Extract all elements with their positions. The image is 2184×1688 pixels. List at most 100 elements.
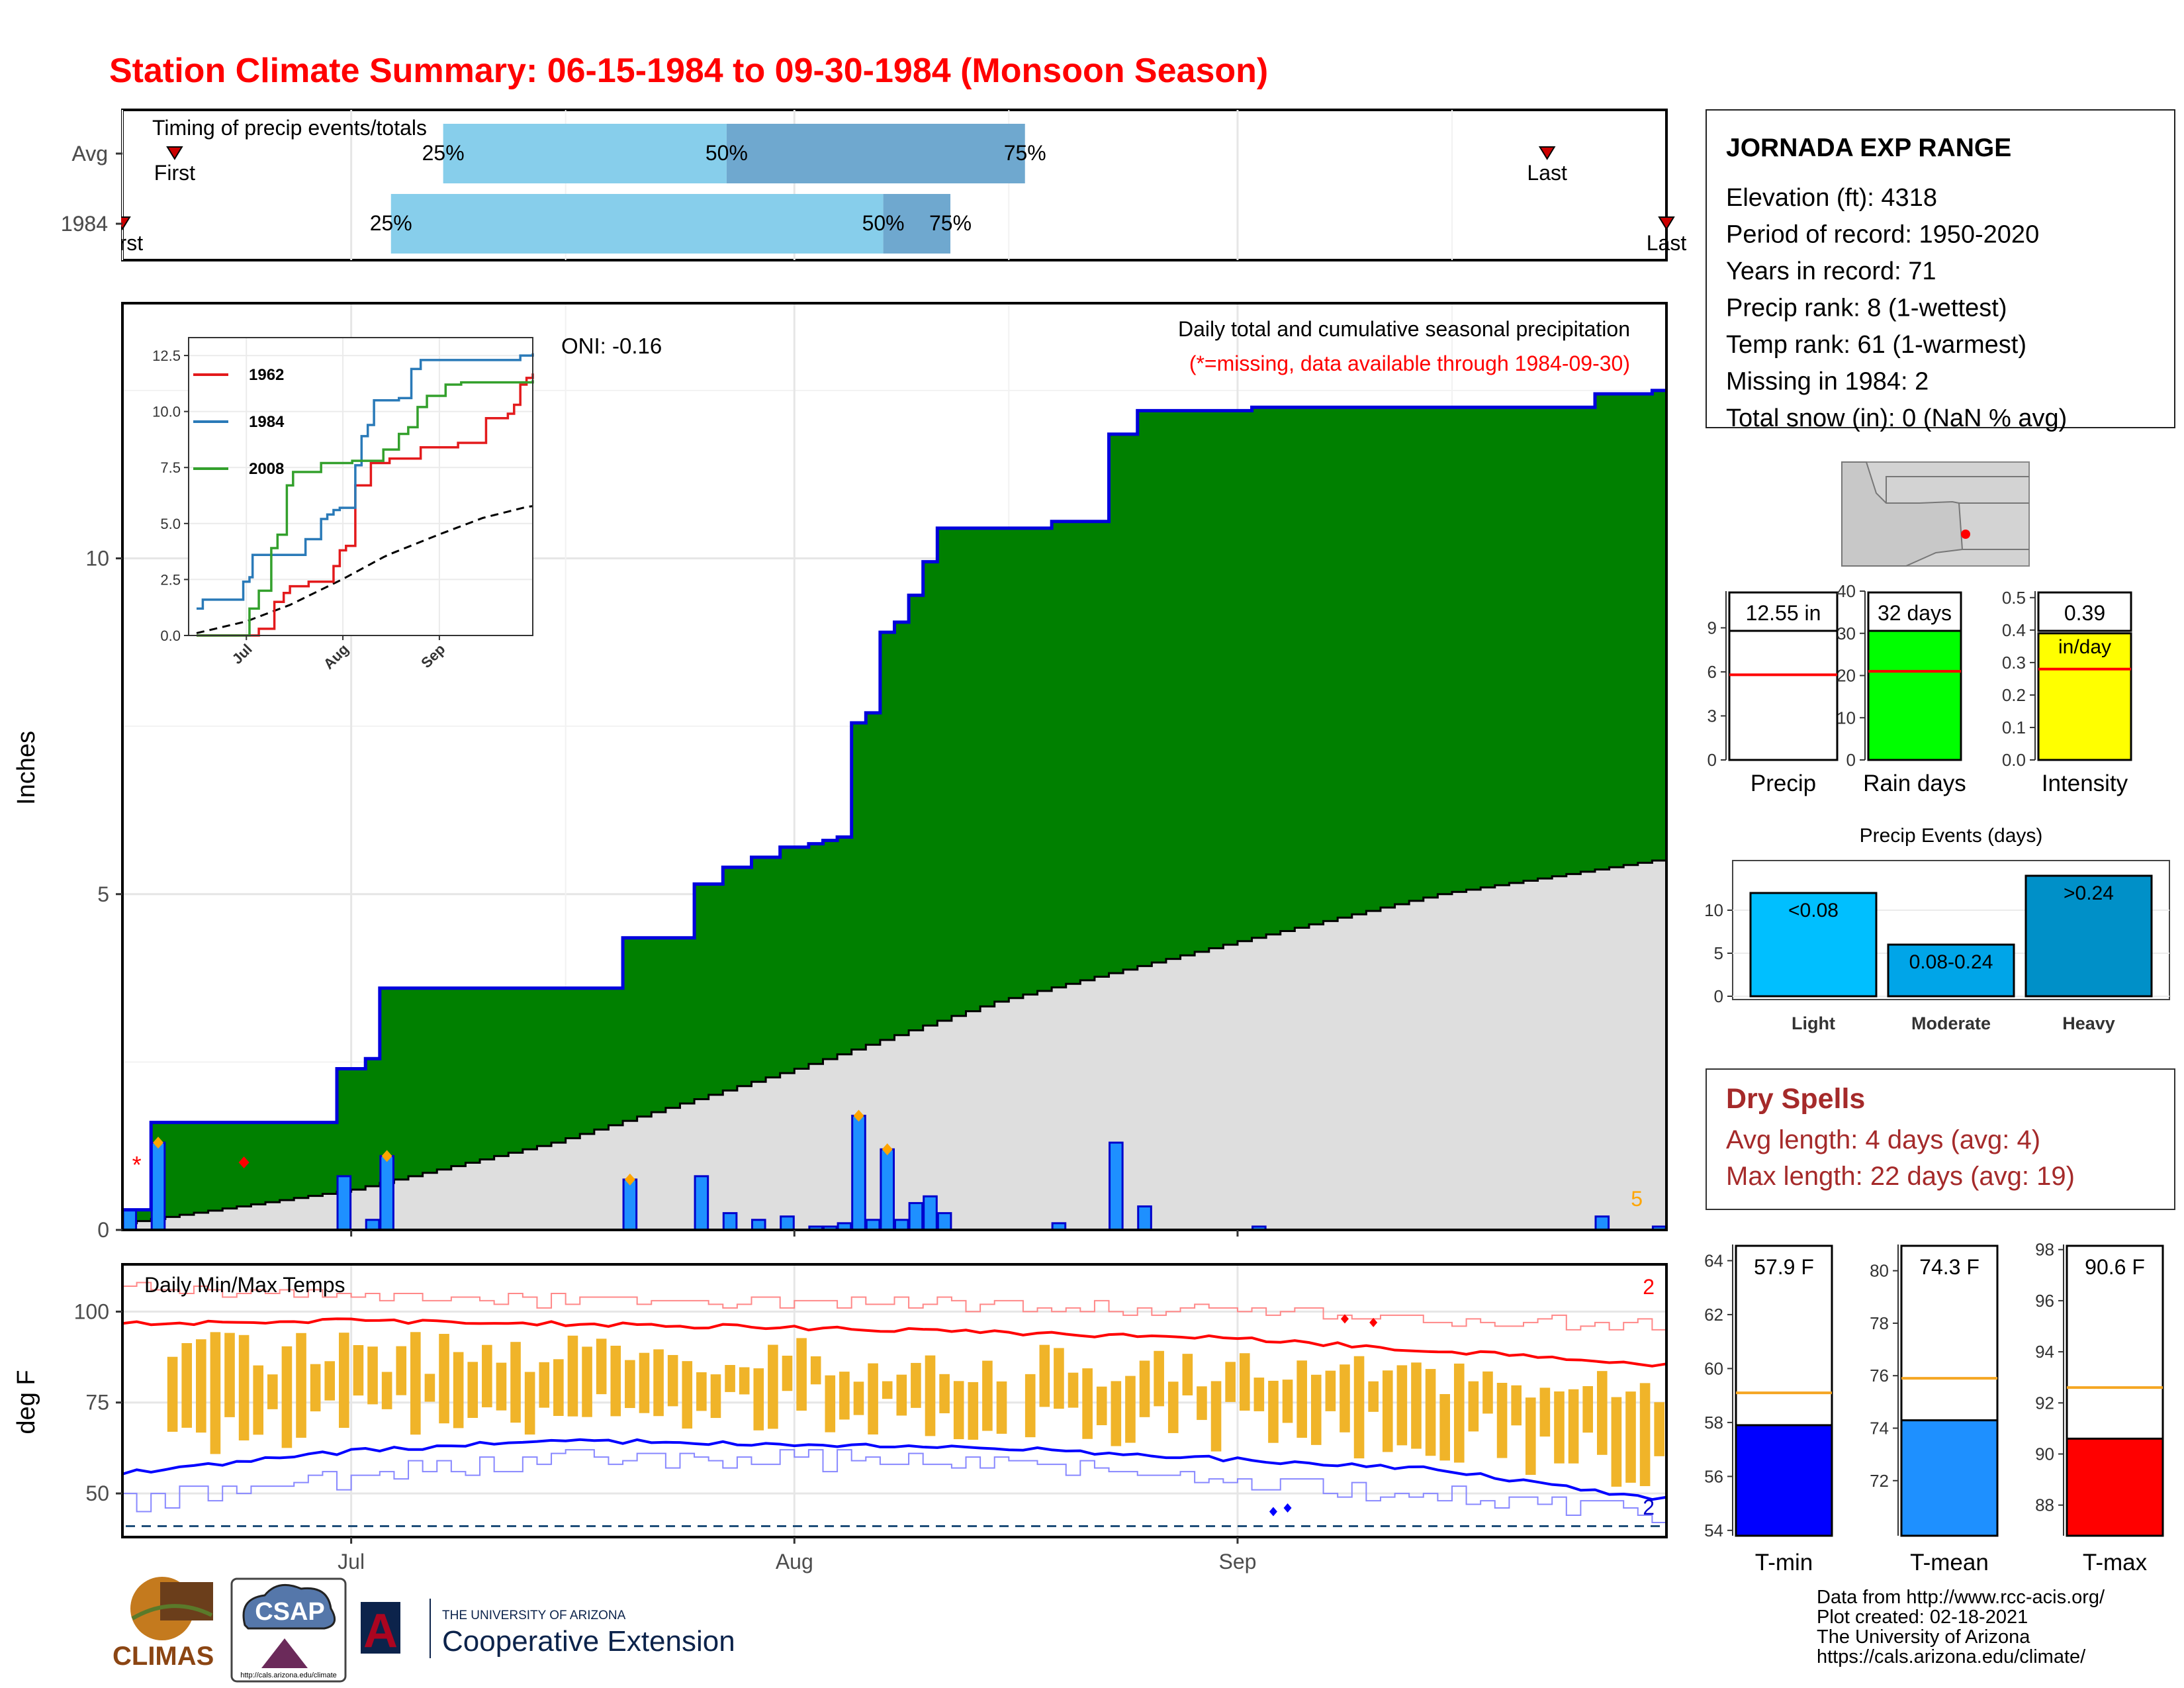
timing-last-triangle [1658,216,1675,230]
temp-y-tick-label: 50 [85,1481,109,1505]
daily-precip-bar [379,1154,394,1231]
temp-daily-range-bar [353,1345,364,1396]
ua-big-text: Cooperative Extension [442,1625,735,1658]
temp-daily-range-bar [381,1372,392,1409]
events-bar-label: >0.24 [2064,882,2114,904]
timing-bar-q50-q75-Avg [726,124,1025,183]
precip-legend-line2: (*=missing, data available through 1984-… [1189,352,1630,375]
timing-row-label-front: 1984 [61,212,108,236]
missing-data-asterisk: * [132,1151,142,1178]
temp-daily-range-bar [167,1356,178,1432]
precip-y-tick-label: 10 [85,547,109,571]
summary-y-tick-label: 40 [1837,581,1856,601]
timing-first-triangle [166,146,183,160]
summary-value-bar [2037,632,2132,761]
timing-q75-label: 75% [1004,141,1046,165]
temp-daily-range-bar [1139,1360,1150,1417]
temp-daily-range-bar [482,1344,492,1407]
precip-y-tick-label: 5 [97,882,109,906]
temp-daily-range-bar [181,1342,193,1428]
temp-record-low-marker [1269,1507,1277,1517]
summary-bar-charts: 0 3 6 9 12.55 in Precip 0 10 20 30 40 32 days Rain d… [1707,581,2132,796]
temp-daily-range-bar [768,1344,778,1429]
temp-daily-range-bar [1197,1386,1207,1421]
avg-min-line [122,1438,1667,1501]
temp-daily-range-bar [1268,1380,1279,1443]
timing-panel-label: Timing of precip events/totals [152,116,427,140]
temp-daily-range-bar [739,1367,750,1395]
temp-daily-range-bar [1496,1383,1508,1458]
temp-daily-range-bar [1039,1344,1050,1407]
temp-daily-range-bar [339,1333,349,1428]
csap-logo: CSAP http://cals.arizona.edu/climate [230,1577,347,1683]
station-info-frame [1706,109,2175,428]
temp-daily-range-bar [625,1360,635,1409]
temp-daily-range-bar [1482,1371,1493,1414]
dry-spells-title: Dry Spells [1726,1083,1865,1115]
record-marker-diamond [238,1156,250,1168]
temp-daily-range-bar [1596,1371,1608,1455]
temp-daily-range-bar [725,1365,735,1392]
credit-line: Plot created: 02-18-2021 [1817,1607,2028,1628]
temp-daily-range-bar [1297,1360,1307,1438]
inset-legend-label-2008: 2008 [249,460,284,478]
temp-daily-range-bar [467,1362,478,1419]
avg-max-line [122,1317,1667,1368]
timing-q25-label: 25% [422,141,465,165]
temp-summary-y-tick-label: 90 [2035,1444,2054,1464]
dry-spells-avg: Avg length: 4 days (avg: 4) [1726,1125,2040,1154]
inset-lines [196,353,534,637]
heavy-event-diamond [624,1173,635,1186]
temp-daily-range-bar [782,1355,793,1391]
timing-last-label: Last [1527,161,1567,185]
record-min-line [122,1449,1667,1524]
timing-bar-q25-q50-1984 [390,194,884,254]
daily-precip-bar [622,1178,638,1231]
temp-daily-range-bar [396,1346,407,1395]
map-border-north [1886,476,2029,503]
summary-y-tick-label: 0.1 [2002,718,2026,737]
ua-block-a-background [361,1602,400,1654]
temp-daily-range-bar [582,1346,592,1417]
daily-precip-bar [851,1115,866,1231]
temp-daily-range-bar [839,1372,850,1420]
temp-summary-y-tick-label: 64 [1704,1250,1723,1270]
credit-line: Data from http://www.rcc-acis.org/ [1817,1587,2105,1608]
daily-precip-bar [908,1201,924,1231]
oni-label: ONI: -0.16 [561,334,662,358]
temp-daily-range-bar [682,1361,693,1429]
daily-precip-bar [865,1219,881,1231]
temp-daily-range-bar [1625,1391,1636,1483]
temp-daily-range-bar [696,1372,707,1411]
daily-precip-bar [336,1175,352,1231]
inset-y-tick-label: 5.0 [160,516,181,532]
temp-daily-range-bar [310,1364,321,1412]
temp-daily-range-bar [968,1382,979,1440]
temp-daily-range-bar [1154,1350,1164,1407]
temp-summary-t-mean: 72 74 76 78 80 74.3 F T-mean [1870,1244,1999,1575]
precip-corner-count: 5 [1631,1187,1643,1211]
temp-daily-range-bar [1111,1381,1122,1446]
temp-summary-y-tick-label: 60 [1704,1358,1723,1378]
precip-y-tick-label: 0 [97,1218,109,1242]
temp-daily-range-bar [925,1355,936,1436]
map-region-west [1841,461,1964,567]
temp-daily-range-bar [453,1352,464,1429]
daily-precip-bar [1137,1205,1152,1231]
summary-value-label: 32 days [1878,601,1952,625]
timing-last-label: Last [1647,231,1687,255]
temp-summary-y-tick-label: 72 [1870,1471,1889,1491]
temp-daily-range-bar [796,1338,807,1411]
temp-y-axis-title: deg F [13,1370,40,1434]
summary-y-tick-label: 0 [1846,750,1856,770]
temp-daily-range-bar [1611,1397,1622,1487]
daily-precip-bar [923,1195,938,1231]
temp-daily-range-bar [1539,1387,1551,1437]
temp-summary-value-bar [1735,1424,1833,1537]
inset-series-line-1962 [197,373,534,637]
temp-daily-range-bar [367,1346,378,1405]
temp-daily-range-bar [1225,1362,1236,1402]
temp-daily-range-bar [853,1382,864,1415]
